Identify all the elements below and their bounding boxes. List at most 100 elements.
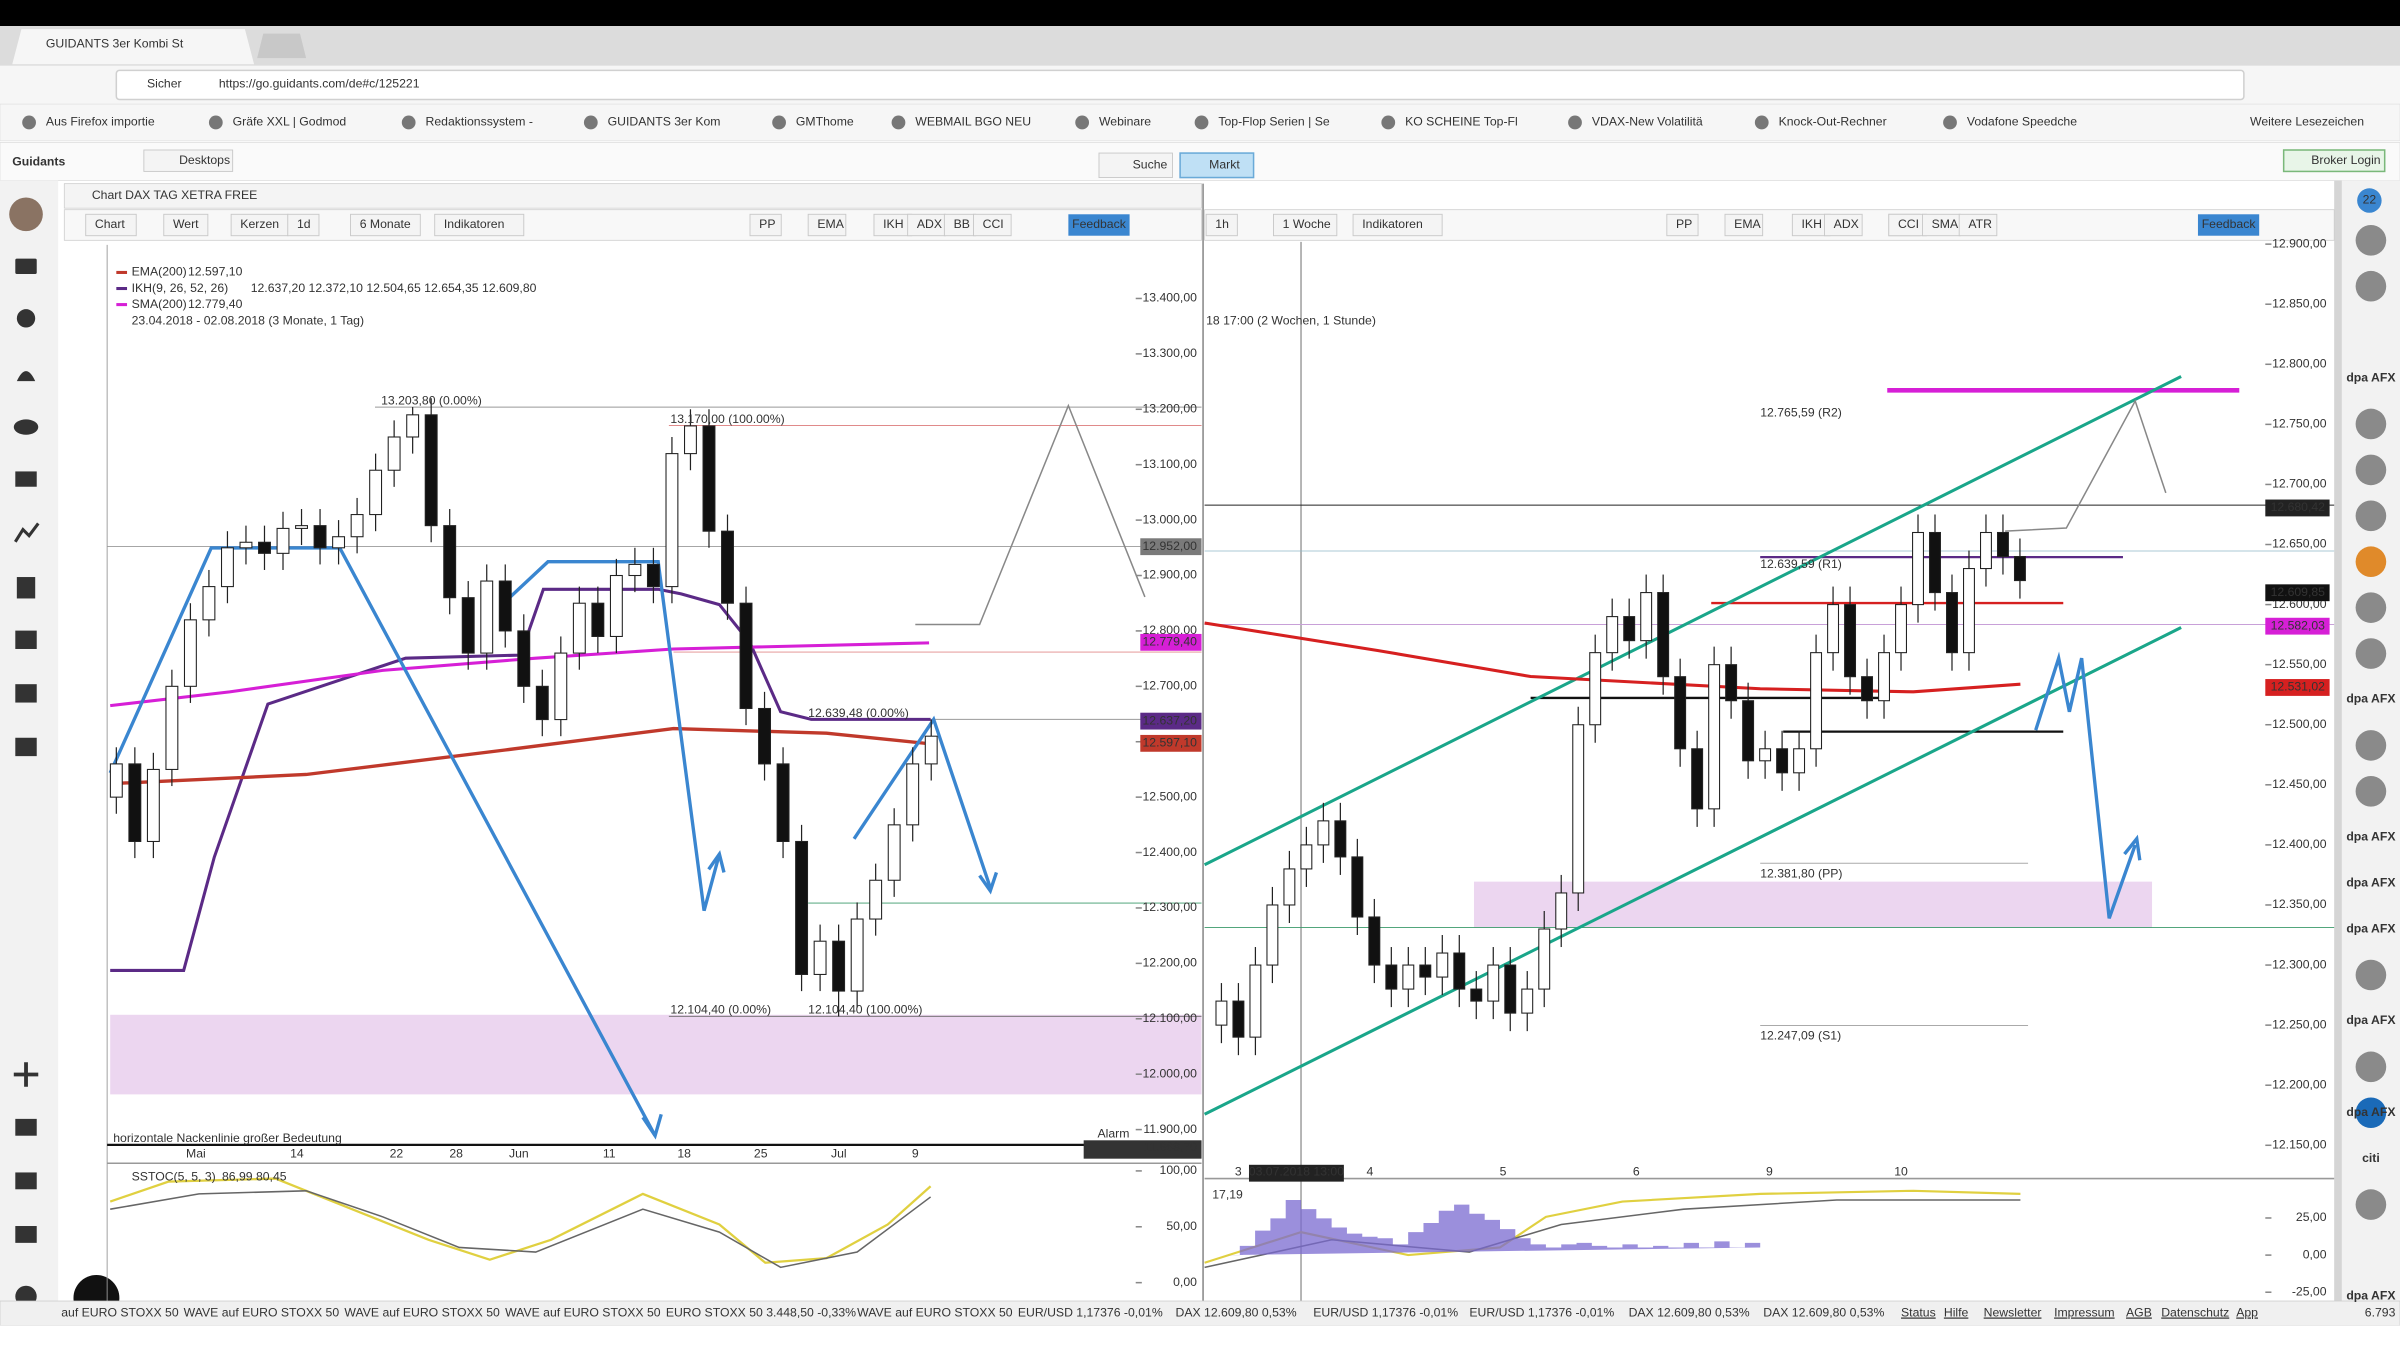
avatar[interactable] <box>2355 270 2387 302</box>
toolbar-label[interactable]: CCI <box>983 217 1004 231</box>
toolbar-label[interactable]: IKH <box>1802 217 1822 231</box>
bookmark[interactable]: Top-Flop Serien | Se <box>1218 115 1329 129</box>
button[interactable] <box>143 149 234 172</box>
avatar[interactable] <box>2355 730 2387 761</box>
toolbar-label[interactable]: BB <box>954 217 970 231</box>
icon[interactable] <box>16 309 36 328</box>
footer-link[interactable]: Status <box>1901 1305 1936 1319</box>
avatar[interactable] <box>2355 225 2387 256</box>
bookmark[interactable]: GMThome <box>796 115 854 129</box>
sidebar-label[interactable]: dpa AFX <box>2346 875 2396 889</box>
footer-link[interactable]: AGB <box>2126 1305 2152 1319</box>
avatar[interactable] <box>2355 959 2387 991</box>
toolbar-label[interactable]: EMA <box>1734 217 1761 231</box>
footer-link[interactable]: Impressum <box>2054 1305 2115 1319</box>
icon[interactable] <box>13 419 39 435</box>
ticker[interactable]: WAVE auf EURO STOXX 50 <box>344 1305 500 1319</box>
ticker[interactable]: EUR/USD 1,17376 -0,01% <box>1469 1305 1614 1319</box>
feedback[interactable]: Feedback <box>2202 217 2257 231</box>
icon[interactable] <box>15 684 37 703</box>
toolbar-button[interactable] <box>85 213 137 237</box>
toolbar-label[interactable]: ADX <box>1834 217 1859 231</box>
bookmark[interactable]: KO SCHEINE Top-Fl <box>1405 115 1518 129</box>
bookmark[interactable]: Vodafone Speedche <box>1967 115 2077 129</box>
toolbar-label[interactable]: Wert <box>173 217 199 231</box>
ticker[interactable]: WAVE auf EURO STOXX 50 <box>184 1305 340 1319</box>
scrollbar[interactable] <box>2334 180 2342 1302</box>
footer-link[interactable]: App <box>2236 1305 2258 1319</box>
sidebar-label[interactable]: dpa AFX <box>2346 829 2396 843</box>
ticker[interactable]: DAX 12.609,80 0,53% <box>1629 1305 1750 1319</box>
ticker[interactable]: DAX 12.609,80 0,53% <box>1763 1305 1884 1319</box>
avatar[interactable] <box>2355 408 2387 440</box>
ticker[interactable]: WAVE auf EURO STOXX 50 <box>857 1305 1013 1319</box>
sidebar-logo[interactable] <box>2355 1097 2387 1129</box>
toolbar-button[interactable] <box>1273 213 1338 237</box>
add-icon[interactable] <box>13 1062 39 1087</box>
ticker[interactable]: EUR/USD 1,17376 -0,01% <box>1313 1305 1458 1319</box>
toolbar-button[interactable] <box>807 213 847 237</box>
sidebar-label[interactable]: dpa AFX <box>2346 1013 2396 1027</box>
toolbar-label[interactable]: PP <box>1676 217 1692 231</box>
bookmark[interactable]: WEBMAIL BGO NEU <box>915 115 1031 129</box>
bookmark[interactable]: Webinare <box>1099 115 1151 129</box>
icon[interactable] <box>15 471 37 487</box>
sidebar-label[interactable]: citi <box>2362 1151 2380 1165</box>
avatar[interactable] <box>2355 776 2387 807</box>
tab-title[interactable]: GUIDANTS 3er Kombi St <box>46 37 184 51</box>
bookmark[interactable]: Knock-Out-Rechner <box>1779 115 1887 129</box>
avatar[interactable] <box>2355 638 2387 669</box>
footer-link[interactable]: Hilfe <box>1944 1305 1969 1319</box>
avatar[interactable] <box>2355 1051 2387 1083</box>
toolbar-label[interactable]: ADX <box>917 217 942 231</box>
ticker[interactable]: WAVE auf EURO STOXX 50 <box>505 1305 661 1319</box>
toolbar-button[interactable] <box>350 213 421 237</box>
toolbar-label[interactable]: 1 Woche <box>1283 217 1331 231</box>
new-tab[interactable] <box>257 33 307 59</box>
bookmark[interactable]: Aus Firefox importie <box>46 115 155 129</box>
sidebar-label[interactable]: dpa AFX <box>2346 1289 2396 1303</box>
button[interactable] <box>2282 149 2386 173</box>
ticker[interactable]: EURO STOXX 50 3.448,50 -0,33% <box>666 1305 856 1319</box>
toolbar-button[interactable] <box>434 213 525 237</box>
toolbar-button[interactable] <box>1824 213 1863 237</box>
bookmark[interactable]: Redaktionssystem - <box>426 115 533 129</box>
bookmark[interactable]: GUIDANTS 3er Kom <box>608 115 721 129</box>
feedback-button[interactable] <box>1068 214 1130 236</box>
avatar[interactable] <box>2355 500 2387 532</box>
tab[interactable] <box>12 29 255 65</box>
sidebar-label[interactable]: dpa AFX <box>2346 1105 2396 1119</box>
icon[interactable] <box>14 522 40 543</box>
toolbar-label[interactable]: CCI <box>1898 217 1919 231</box>
toolbar-label[interactable]: IKH <box>883 217 903 231</box>
footer-link[interactable]: Datenschutz <box>2161 1305 2229 1319</box>
toolbar-button[interactable] <box>1958 213 1998 237</box>
toolbar-label[interactable]: 1d <box>297 217 311 231</box>
folder[interactable] <box>15 1172 37 1190</box>
folder[interactable] <box>15 1226 37 1243</box>
toolbar-button[interactable] <box>1666 213 1699 237</box>
sidebar-label[interactable]: dpa AFX <box>2346 370 2396 384</box>
toolbar-label[interactable]: Kerzen <box>240 217 279 231</box>
address-bar[interactable] <box>115 69 2245 101</box>
bookmark[interactable]: Gräfe XXL | Godmod <box>233 115 347 129</box>
bookmark-folder[interactable]: Weitere Lesezeichen <box>2250 115 2364 129</box>
feedback-button[interactable] <box>2197 214 2260 236</box>
feedback[interactable]: Feedback <box>1072 217 1127 231</box>
toolbar-button[interactable] <box>1352 213 1443 237</box>
sidebar-label[interactable]: dpa AFX <box>2346 692 2396 706</box>
toolbar-button[interactable] <box>749 213 782 237</box>
toolbar-button[interactable] <box>163 213 209 237</box>
button[interactable] <box>1179 152 1255 179</box>
button[interactable] <box>1098 152 1173 179</box>
icon[interactable] <box>15 737 37 757</box>
toolbar-label[interactable]: ATR <box>1968 217 1992 231</box>
avatar[interactable] <box>2355 1189 2387 1220</box>
toolbar-label[interactable]: 1h <box>1215 217 1229 231</box>
toolbar-label[interactable]: Chart <box>95 217 126 231</box>
avatar[interactable] <box>2355 592 2387 623</box>
toolbar-label[interactable]: 6 Monate <box>360 217 411 231</box>
icon[interactable] <box>16 577 36 599</box>
toolbar-button[interactable] <box>973 213 1012 237</box>
avatar[interactable] <box>2355 546 2387 578</box>
